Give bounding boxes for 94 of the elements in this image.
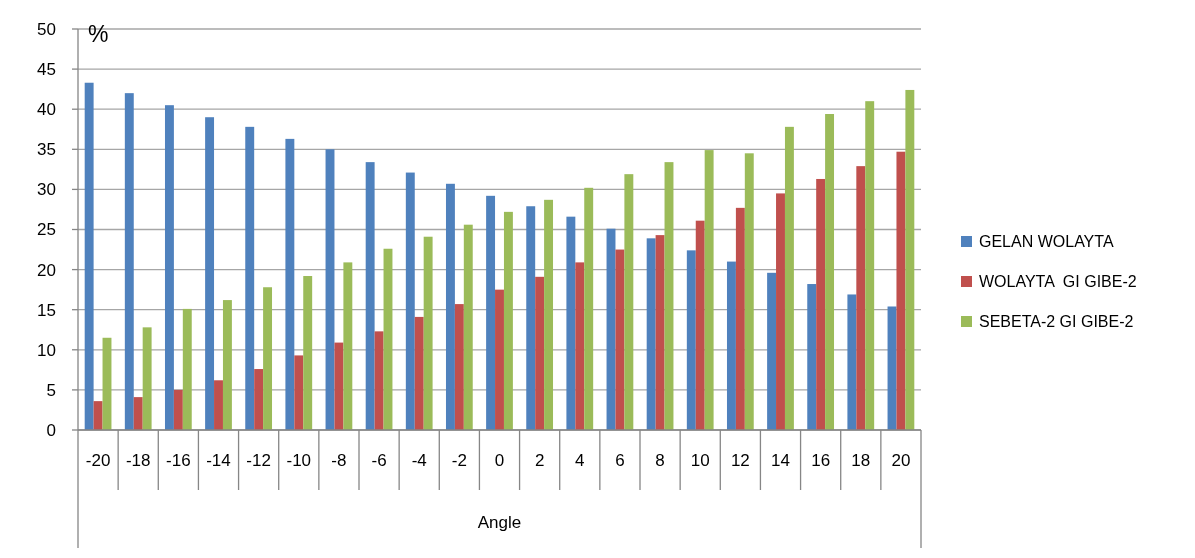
- bar: [526, 206, 536, 430]
- bar: [816, 178, 826, 430]
- legend-label: GELAN WOLAYTA: [979, 232, 1114, 250]
- bar: [365, 162, 375, 430]
- bar: [334, 342, 344, 430]
- bar: [503, 211, 513, 430]
- bar: [544, 199, 554, 430]
- x-tick-label: -16: [166, 450, 191, 470]
- x-tick-label: 10: [690, 450, 710, 470]
- y-tick-label: 50: [37, 19, 56, 39]
- bar: [575, 262, 585, 430]
- bar: [655, 235, 665, 430]
- y-tick-label: 15: [37, 300, 56, 320]
- y-tick-label: 40: [37, 100, 56, 120]
- bar: [164, 105, 174, 430]
- bar: [84, 82, 94, 430]
- x-tick-label: 4: [575, 450, 585, 470]
- bar: [767, 272, 777, 430]
- x-tick-label: -20: [85, 450, 111, 470]
- bar: [495, 289, 504, 430]
- bar: [535, 276, 545, 430]
- bar: [454, 304, 464, 430]
- x-tick-label: 2: [534, 450, 545, 470]
- bar: [584, 187, 594, 430]
- x-tick-label: -6: [371, 450, 387, 470]
- bar: [405, 172, 415, 430]
- y-axis-title: %: [88, 21, 109, 47]
- bar: [374, 331, 384, 430]
- bar: [182, 308, 192, 430]
- bar: [807, 284, 817, 430]
- bar: [214, 380, 223, 430]
- bar: [686, 250, 696, 430]
- x-tick-label: 6: [615, 450, 625, 470]
- y-tick-label: 5: [46, 380, 56, 400]
- y-tick-label: 35: [37, 140, 56, 160]
- bar: [343, 262, 353, 430]
- bar: [93, 401, 103, 430]
- bar: [784, 126, 794, 430]
- bar: [303, 276, 313, 430]
- y-tick-label: 30: [37, 180, 56, 200]
- x-tick-label: 8: [655, 450, 665, 470]
- x-tick-label: -14: [206, 450, 231, 470]
- bar: [905, 89, 915, 430]
- bar: [695, 220, 705, 430]
- bar: [646, 238, 656, 430]
- x-tick-label: 0: [494, 450, 505, 470]
- bar: [133, 397, 143, 430]
- x-tick-label: 16: [811, 450, 831, 470]
- bar: [566, 216, 576, 430]
- bar: [615, 249, 625, 430]
- y-tick-label: 10: [37, 340, 56, 360]
- bar: [704, 150, 714, 430]
- legend-label: WOLAYTA GI GIBE-2: [979, 272, 1137, 290]
- bar: [414, 316, 424, 430]
- x-tick-label: 12: [730, 450, 750, 470]
- bar: [263, 287, 273, 430]
- bar: [423, 236, 433, 430]
- bar: [294, 355, 304, 430]
- bar: [205, 117, 215, 430]
- bar: [222, 300, 232, 430]
- x-tick-label: 20: [891, 450, 911, 470]
- bar: [825, 114, 835, 430]
- bar: [285, 138, 295, 430]
- x-tick-label: -18: [125, 450, 151, 470]
- bar: [463, 224, 473, 430]
- x-tick-label: 18: [851, 450, 871, 470]
- bar: [856, 166, 866, 430]
- bar: [142, 327, 152, 430]
- y-tick-label: 25: [37, 220, 56, 240]
- bar: [776, 193, 785, 430]
- bar: [445, 183, 455, 430]
- legend-label: SEBETA-2 GI GIBE-2: [979, 312, 1134, 330]
- bar: [254, 369, 264, 430]
- bar: [896, 151, 906, 430]
- x-tick-label: -12: [246, 450, 271, 470]
- x-tick-label: -4: [411, 450, 427, 470]
- y-tick-label: 0: [46, 420, 56, 440]
- bar: [865, 101, 875, 430]
- x-tick-label: -2: [451, 450, 467, 470]
- bar: [173, 389, 183, 430]
- bar: [726, 261, 736, 430]
- y-tick-label: 20: [37, 260, 56, 280]
- bar: [245, 126, 255, 430]
- x-axis-title: Angle: [477, 512, 522, 532]
- bar: [124, 93, 134, 430]
- bar: [486, 195, 496, 430]
- x-tick-label: -8: [331, 450, 347, 470]
- bar: [735, 207, 745, 430]
- x-tick-label: 14: [771, 450, 790, 470]
- y-tick-label: 45: [37, 60, 56, 80]
- bar: [744, 153, 754, 430]
- bar: [847, 294, 857, 430]
- x-tick-label: -10: [286, 450, 312, 470]
- bar: [624, 174, 634, 430]
